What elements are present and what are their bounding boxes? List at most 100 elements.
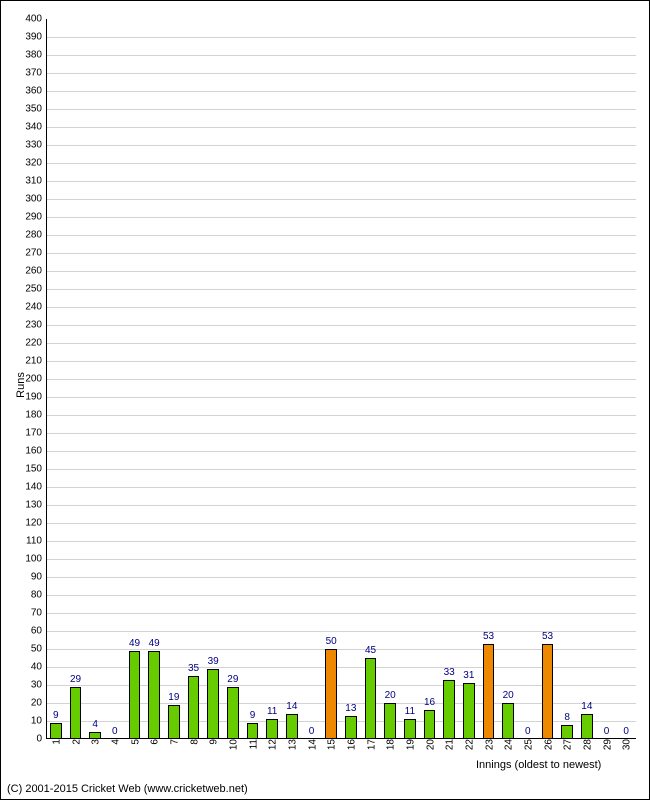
y-tick-label: 70 [31,608,46,619]
grid-line [46,523,636,524]
bar [188,676,200,739]
grid-line [46,289,636,290]
bar [443,680,455,739]
x-tick-label: 28 [580,739,593,750]
grid-line [46,541,636,542]
x-tick-label: 16 [344,739,357,750]
grid-line [46,451,636,452]
bar [266,719,278,739]
grid-line [46,145,636,146]
bar [247,723,259,739]
y-tick-label: 120 [25,518,46,529]
bar-value-label: 13 [336,703,366,714]
y-tick-label: 380 [25,50,46,61]
bar-value-label: 39 [198,656,228,667]
bar-value-label: 14 [572,701,602,712]
y-tick-label: 280 [25,230,46,241]
x-tick-label: 22 [462,739,475,750]
grid-line [46,415,636,416]
grid-line [46,577,636,578]
grid-line [46,469,636,470]
bar-value-label: 0 [297,726,327,737]
grid-line [46,199,636,200]
x-tick-label: 5 [128,739,141,745]
y-tick-label: 50 [31,644,46,655]
y-tick-label: 0 [36,734,46,745]
y-tick-label: 90 [31,572,46,583]
x-axis-label: Innings (oldest to newest) [476,759,601,771]
bar [463,683,475,739]
plot-area: 0102030405060708090100110120130140150160… [46,19,636,739]
bar-value-label: 19 [159,692,189,703]
y-tick-label: 40 [31,662,46,673]
x-tick-label: 11 [246,739,259,749]
grid-line [46,433,636,434]
grid-line [46,361,636,362]
x-tick-label: 17 [364,739,377,750]
x-tick-label: 9 [207,739,220,745]
bar-value-label: 31 [454,670,484,681]
x-tick-label: 15 [325,739,338,750]
bar [50,723,62,739]
bar-value-label: 20 [375,690,405,701]
grid-line [46,109,636,110]
y-tick-label: 320 [25,158,46,169]
grid-line [46,307,636,308]
y-tick-label: 250 [25,284,46,295]
x-tick-label: 12 [266,739,279,750]
grid-line [46,343,636,344]
bar-value-label: 29 [61,674,91,685]
y-tick-label: 110 [26,536,46,547]
y-tick-label: 60 [31,626,46,637]
y-tick-label: 340 [25,122,46,133]
y-tick-label: 370 [25,68,46,79]
y-tick-label: 300 [25,194,46,205]
x-tick-label: 2 [69,739,82,745]
bar-value-label: 9 [41,710,71,721]
y-tick-label: 200 [25,374,46,385]
y-tick-label: 260 [25,266,46,277]
bar-value-label: 29 [218,674,248,685]
x-tick-label: 10 [226,739,239,750]
bar [129,651,141,739]
bar-value-label: 0 [611,726,641,737]
x-tick-label: 30 [620,739,633,750]
grid-line [46,73,636,74]
y-tick-label: 270 [25,248,46,259]
x-tick-label: 20 [423,739,436,750]
grid-line [46,613,636,614]
grid-line [46,325,636,326]
x-tick-label: 4 [108,739,121,745]
grid-line [46,397,636,398]
y-tick-label: 180 [25,410,46,421]
chart-frame: 0102030405060708090100110120130140150160… [0,0,650,800]
x-tick-label: 3 [89,739,102,745]
grid-line [46,235,636,236]
bar-value-label: 45 [356,645,386,656]
x-tick-label: 27 [561,739,574,750]
y-tick-label: 220 [25,338,46,349]
x-tick-label: 19 [403,739,416,750]
x-tick-label: 21 [443,739,456,750]
y-tick-label: 160 [25,446,46,457]
y-tick-label: 210 [25,356,46,367]
y-tick-label: 20 [31,698,46,709]
bar-value-label: 0 [100,726,130,737]
grid-line [46,55,636,56]
bar [168,705,180,739]
grid-line [46,37,636,38]
y-tick-label: 190 [25,392,46,403]
y-tick-label: 400 [25,14,46,25]
y-tick-label: 310 [25,176,46,187]
bar-value-label: 53 [533,631,563,642]
grid-line [46,163,636,164]
y-axis-line [46,19,47,739]
y-tick-label: 290 [25,212,46,223]
grid-line [46,217,636,218]
bar-value-label: 49 [139,638,169,649]
bar-value-label: 16 [415,697,445,708]
bar-value-label: 0 [513,726,543,737]
x-tick-label: 8 [187,739,200,745]
bar-value-label: 8 [552,712,582,723]
bar-value-label: 53 [474,631,504,642]
